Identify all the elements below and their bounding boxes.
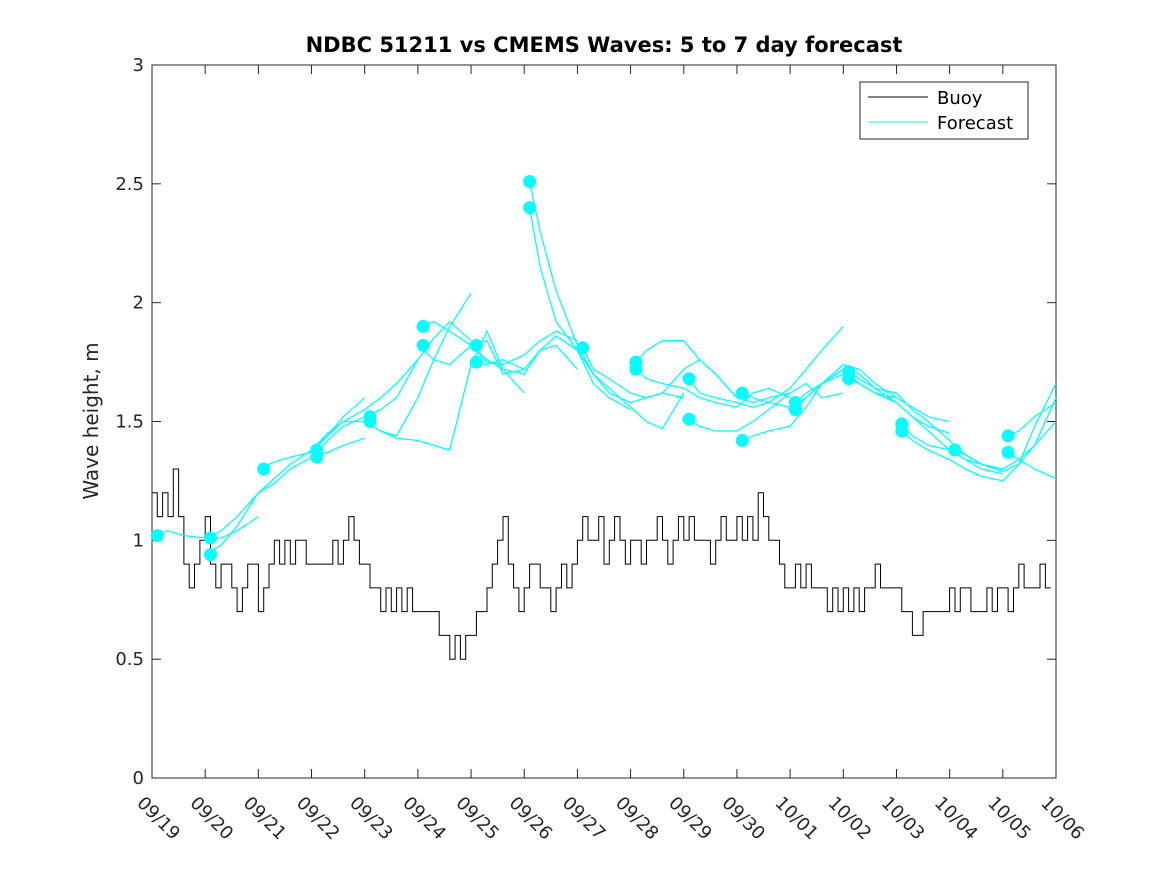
forecast-series-line — [742, 363, 897, 442]
forecast-start-marker — [150, 529, 164, 543]
y-tick-label: 1 — [133, 530, 144, 551]
forecast-start-marker — [363, 410, 377, 424]
forecast-start-marker — [735, 434, 749, 447]
forecast-start-marker — [469, 355, 483, 369]
forecast-start-marker — [204, 531, 217, 545]
forecast-series-line — [311, 292, 472, 451]
marker-layer — [150, 175, 1015, 562]
forecast-series-line — [901, 383, 1057, 482]
forecast-start-marker — [948, 443, 962, 457]
forecast-series-line — [528, 207, 685, 430]
forecast-series-line — [635, 368, 791, 408]
buoy-series-line — [152, 468, 1051, 660]
forecast-series-line — [470, 335, 631, 411]
forecast-start-marker — [1001, 429, 1015, 443]
plot-area: 00.511.522.53 09/19 09/20 09/21 09/22 09/23 0… — [115, 55, 1088, 844]
y-tick-label: 2.5 — [115, 174, 144, 195]
forecast-series-line — [417, 320, 578, 366]
forecast-series-line — [258, 359, 419, 470]
legend-forecast-label: Forecast — [937, 113, 1013, 134]
forecast-start-marker — [735, 386, 749, 400]
forecast-start-marker — [576, 341, 590, 355]
forecast-start-marker — [788, 403, 802, 417]
forecast-series-line — [954, 421, 1057, 473]
y-ticks: 0 0.5 1 1.5 2 2.5 3 — [115, 55, 1056, 789]
forecast-series-line — [364, 329, 525, 451]
forecast-start-marker — [469, 338, 483, 352]
y-tick-label: 3 — [133, 55, 144, 76]
forecast-start-marker — [682, 412, 696, 426]
chart-title: NDBC 51211 vs CMEMS Waves: 5 to 7 day fo… — [306, 33, 903, 57]
y-tick-label: 2 — [133, 293, 144, 314]
forecast-start-marker — [842, 372, 856, 386]
legend-box — [859, 81, 1029, 140]
forecast-start-marker — [523, 175, 537, 188]
forecast-start-marker — [682, 372, 696, 386]
y-tick-label: 0.5 — [115, 649, 144, 670]
forecast-start-marker — [310, 443, 324, 457]
y-tick-label: 1.5 — [115, 412, 144, 433]
forecast-series-line — [794, 368, 950, 435]
y-tick-label: 0 — [133, 768, 144, 789]
forecast-series-line — [471, 344, 578, 370]
forecast-start-marker — [416, 319, 430, 333]
forecast-start-marker — [257, 462, 271, 476]
forecast-series-line — [204, 397, 366, 556]
forecast-start-marker — [1001, 445, 1015, 459]
forecast-series-line — [848, 378, 1003, 475]
forecast-start-marker — [416, 338, 430, 352]
buoy-layer — [152, 468, 1051, 660]
forecast-start-marker — [523, 201, 537, 215]
forecast-start-marker — [895, 424, 909, 438]
legend: Buoy Forecast — [859, 81, 1029, 140]
forecast-start-marker — [204, 548, 217, 562]
forecast-series-line — [688, 325, 844, 408]
legend-buoy-label: Buoy — [937, 88, 983, 109]
forecast-start-marker — [629, 362, 643, 376]
y-axis-label: Wave height, m — [79, 342, 103, 499]
forecast-series-line — [311, 320, 472, 458]
forecast-series-line — [204, 437, 365, 539]
forecast-series-line — [901, 397, 1057, 470]
